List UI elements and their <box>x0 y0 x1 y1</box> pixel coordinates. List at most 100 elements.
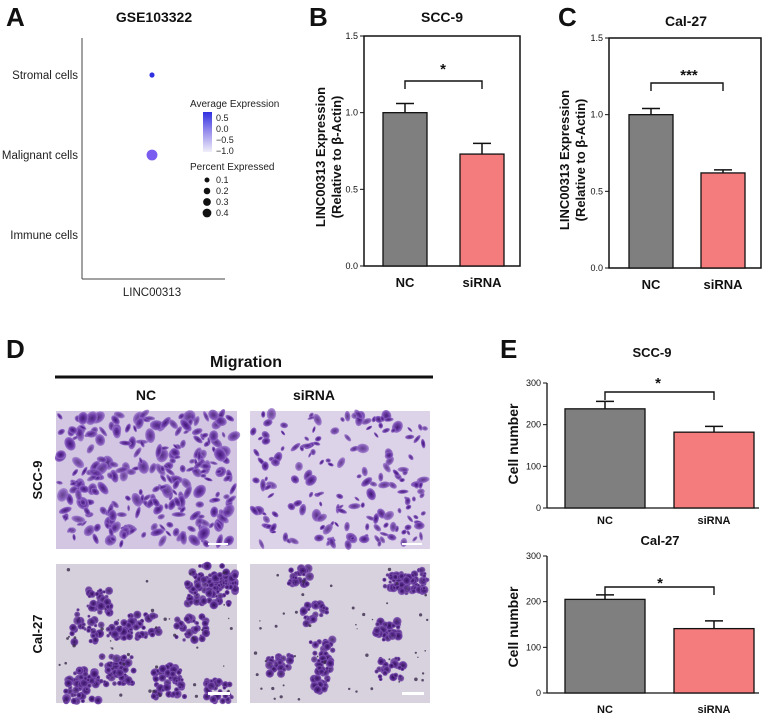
cell <box>174 426 183 437</box>
debris <box>316 655 319 658</box>
cell <box>72 686 80 694</box>
debris <box>424 650 427 652</box>
cell <box>265 669 274 678</box>
panel-e2-significance: * <box>657 575 663 592</box>
cell <box>388 580 392 584</box>
cell <box>373 432 379 438</box>
cell <box>88 638 94 644</box>
cell <box>188 534 201 546</box>
debris <box>264 660 268 663</box>
debris <box>323 660 327 664</box>
cell <box>422 578 426 582</box>
cell <box>107 502 114 517</box>
cell <box>323 642 332 651</box>
panel-label-e: E <box>500 334 517 364</box>
cell <box>382 583 388 589</box>
micrograph-cal27-sirna <box>250 564 430 703</box>
cell <box>319 501 323 507</box>
cell <box>149 462 157 474</box>
cell <box>382 427 390 434</box>
cell <box>290 442 301 452</box>
debris <box>155 665 159 669</box>
cell <box>350 536 356 541</box>
cell <box>380 415 385 422</box>
cell <box>154 627 163 637</box>
debris <box>152 689 156 693</box>
legend-size-dot <box>202 208 212 218</box>
debris <box>414 651 417 654</box>
cell <box>207 437 211 445</box>
cell <box>170 447 181 458</box>
bar-chart-e-scc9: SCC-9 Cell number NC siRNA * 0 100 200 300 <box>505 345 759 527</box>
cell <box>307 416 316 420</box>
cell <box>312 426 316 433</box>
cell <box>215 521 223 531</box>
cell <box>319 459 325 465</box>
cell <box>95 434 106 446</box>
debris <box>308 624 312 628</box>
debris <box>194 694 198 698</box>
cell <box>174 679 179 683</box>
bar-nc <box>628 114 674 269</box>
cell <box>83 506 91 516</box>
panel-b-y-label-line1: LINC00313 Expression <box>313 87 328 227</box>
cell <box>261 411 266 418</box>
cell <box>173 444 179 450</box>
debris <box>196 646 199 649</box>
cell <box>173 622 181 630</box>
significance-bracket <box>404 80 483 89</box>
cell <box>299 503 307 516</box>
cell <box>354 409 364 420</box>
cell <box>135 506 141 519</box>
debris <box>64 661 67 665</box>
panel-b-category-sirna: siRNA <box>462 275 502 290</box>
cell <box>57 413 63 420</box>
cell <box>180 678 184 682</box>
cell <box>216 513 229 524</box>
migration-row-cal27: Cal-27 <box>30 614 45 653</box>
panel-c-title: Cal-27 <box>665 13 707 29</box>
cell <box>68 527 77 534</box>
cell <box>373 513 379 525</box>
cell <box>324 609 330 615</box>
legend-color-tick: 0.5 <box>216 113 229 123</box>
cell <box>144 416 156 421</box>
cell <box>222 581 226 585</box>
cell <box>106 633 110 638</box>
debris <box>94 637 96 640</box>
cell <box>98 662 104 667</box>
cell <box>392 573 399 581</box>
significance-bracket <box>650 82 724 91</box>
debris <box>259 627 262 630</box>
expression-dot <box>149 72 155 78</box>
legend-color-tick: 0.0 <box>216 124 229 134</box>
cell <box>124 658 133 667</box>
bar-chart-c: Cal-27 LINC00313 Expression (Relative to… <box>557 13 762 292</box>
cell <box>383 510 395 521</box>
cell <box>87 617 96 627</box>
cell <box>221 431 226 438</box>
cell <box>169 458 176 464</box>
cell <box>336 507 347 514</box>
debris <box>424 593 428 597</box>
cell <box>104 522 110 529</box>
cell <box>209 695 217 704</box>
cell <box>126 468 136 476</box>
cell <box>340 417 345 422</box>
debris <box>104 608 106 610</box>
cell <box>77 411 89 425</box>
cell <box>119 470 129 482</box>
cell <box>186 467 195 472</box>
panel-label-a: A <box>6 2 25 32</box>
legend-size-dot <box>203 187 211 195</box>
cell <box>313 685 322 694</box>
debris <box>279 695 283 699</box>
cell <box>197 514 205 519</box>
cell <box>108 509 117 522</box>
cell <box>97 621 105 629</box>
debris <box>260 687 263 690</box>
cell <box>169 670 176 678</box>
cell <box>261 437 271 445</box>
cell <box>110 630 120 639</box>
cell <box>202 539 210 548</box>
